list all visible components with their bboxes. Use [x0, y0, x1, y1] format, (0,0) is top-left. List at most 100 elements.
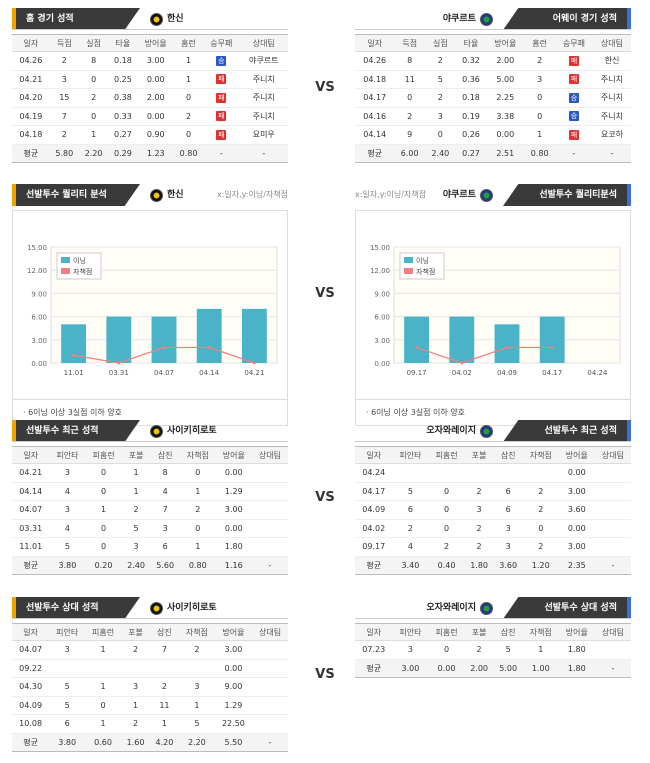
column-header: 포볼 — [464, 623, 494, 641]
average-row: 평균 3.00 0.00 2.00 5.00 1.00 1.80- — [355, 659, 631, 678]
table-cell: 1 — [524, 125, 555, 145]
table-cell: 3 — [425, 107, 456, 126]
table-cell — [251, 500, 288, 520]
pitcher-table: 일자 피안타 피홈런 포볼 삼진 자책점 방어율 상대팀 04.21 3 0 1 8 0 0.00 04.14… — [12, 446, 288, 575]
table-cell: 3.00 — [214, 640, 253, 660]
result-badge: 승 — [216, 55, 227, 66]
table-cell: 요코하 — [592, 125, 631, 145]
table-header-row: 일자 득점 실점 타율 방어율 홈런 승무패 상대팀 — [12, 34, 288, 52]
table-cell — [251, 463, 288, 483]
table-cell: 요미우 — [239, 125, 288, 145]
column-header: 득점 — [394, 34, 426, 52]
table-cell: 2 — [464, 482, 494, 501]
table-row: 04.20 15 2 0.38 2.00 0 패 주니치 — [12, 88, 288, 108]
x-tick-label: 03.31 — [109, 369, 129, 377]
table-row: 04.26 8 2 0.32 2.00 2 패 한신 — [355, 51, 631, 71]
table-cell: 2 — [522, 500, 559, 520]
table-cell: 3 — [493, 519, 523, 538]
table-cell: 0 — [78, 107, 109, 126]
column-header: 피안타 — [392, 623, 429, 641]
table-header-row: 일자 피안타 피홈런 포볼 삼진 자책점 방어율 상대팀 — [12, 623, 288, 641]
result-cell: 패 — [554, 125, 593, 145]
result-badge: 승 — [568, 92, 579, 103]
average-cell: 5.60 — [150, 556, 180, 575]
table-cell — [251, 519, 288, 538]
average-row: 평균 3.80 0.20 2.40 5.60 0.80 1.16- — [12, 556, 288, 575]
table-cell: 7 — [149, 640, 179, 660]
table-cell: 2 — [522, 537, 559, 557]
column-header: 자책점 — [522, 446, 559, 464]
column-header: 피안타 — [49, 623, 86, 641]
table-cell: 0.00 — [558, 463, 595, 483]
column-header: 포볼 — [464, 446, 494, 464]
table-cell: 2 — [464, 537, 494, 557]
table-cell: 9.00 — [214, 677, 253, 697]
table-cell: 1 — [179, 482, 216, 501]
table-cell — [594, 463, 631, 483]
earned-runs-point — [72, 353, 76, 357]
column-header: 득점 — [49, 34, 79, 52]
table-cell: 1.29 — [215, 482, 252, 501]
table-cell: 0.90 — [137, 125, 174, 145]
table-cell — [594, 640, 631, 660]
average-cell: 5.50 — [214, 733, 253, 752]
table-cell: 6 — [493, 500, 523, 520]
table-header-row: 일자 피안타 피홈런 포볼 삼진 자책점 방어율 상대팀 — [355, 446, 631, 464]
table-cell — [252, 696, 288, 715]
x-tick-label: 04.09 — [497, 369, 517, 377]
table-cell: 0.33 — [108, 107, 138, 126]
y-tick-label: 0.00 — [31, 360, 47, 368]
table-cell: 7 — [150, 500, 180, 520]
table-header-row: 일자 피안타 피홈런 포볼 삼진 자책점 방어율 상대팀 — [12, 446, 288, 464]
table-cell: 1.29 — [214, 696, 253, 715]
average-cell: 3.80 — [49, 556, 86, 575]
y-tick-label: 12.00 — [27, 267, 47, 275]
column-header: 자책점 — [179, 446, 216, 464]
table-cell — [464, 463, 494, 483]
column-header: 자책점 — [178, 623, 215, 641]
pitcher-vs-panel: 선발투수 상대 성적 사이키히로토 일자 피안타 피홈런 포볼 삼진 자책점 방어율 상대팀 0… — [12, 597, 288, 752]
average-cell: 4.20 — [149, 733, 179, 752]
table-cell: 주니치 — [592, 88, 631, 108]
table-cell: 0 — [179, 519, 216, 538]
table-row: 04.17 5 0 2 6 2 3.00 — [355, 482, 631, 501]
table-cell: 5 — [49, 677, 86, 697]
table-cell: 04.17 — [355, 88, 395, 108]
table-row: 04.07 3 1 2 7 2 3.00 — [12, 500, 288, 520]
column-header: 승무패 — [554, 34, 593, 52]
x-tick-label: 09.17 — [407, 369, 427, 377]
column-header: 자책점 — [522, 623, 559, 641]
table-cell: 04.18 — [355, 70, 395, 89]
table-cell: 0 — [428, 640, 465, 660]
result-cell: 승 — [554, 88, 593, 108]
record-table: 일자 득점 실점 타율 방어율 홈런 승무패 상대팀 04.26 2 8 0.18 3.00 1 승 야쿠르트… — [12, 34, 288, 163]
column-header: 일자 — [12, 446, 50, 464]
table-cell — [49, 659, 86, 678]
earned-runs-point — [162, 346, 166, 350]
table-cell: 0.19 — [455, 107, 487, 126]
table-cell: 0.00 — [215, 463, 252, 483]
table-cell: 3 — [150, 519, 180, 538]
table-cell: 0.00 — [137, 70, 174, 89]
average-cell: - — [594, 659, 631, 678]
table-cell: 3 — [392, 640, 429, 660]
y-tick-label: 6.00 — [374, 314, 390, 322]
average-cell: - — [592, 144, 631, 163]
column-header: 피홈런 — [85, 623, 122, 641]
table-cell: 04.30 — [12, 677, 50, 697]
table-cell: 7 — [49, 107, 79, 126]
column-header: 실점 — [78, 34, 109, 52]
panel-header: 선발투수 퀄리티 분석 한신 x:일자,y:이닝/자책점 — [12, 184, 288, 206]
table-row: 04.09 6 0 3 6 2 3.60 — [355, 500, 631, 520]
column-header: 실점 — [425, 34, 456, 52]
table-cell: 2.00 — [137, 88, 174, 108]
column-header: 삼진 — [150, 446, 180, 464]
x-tick-label: 04.07 — [154, 369, 174, 377]
vs-label: VS — [315, 490, 335, 505]
table-cell — [85, 659, 122, 678]
average-cell: - — [239, 144, 288, 163]
table-header-row: 일자 득점 실점 타율 방어율 홈런 승무패 상대팀 — [355, 34, 631, 52]
column-header: 방어율 — [558, 446, 595, 464]
table-cell: 0 — [85, 519, 122, 538]
table-cell: 22.50 — [214, 714, 253, 734]
